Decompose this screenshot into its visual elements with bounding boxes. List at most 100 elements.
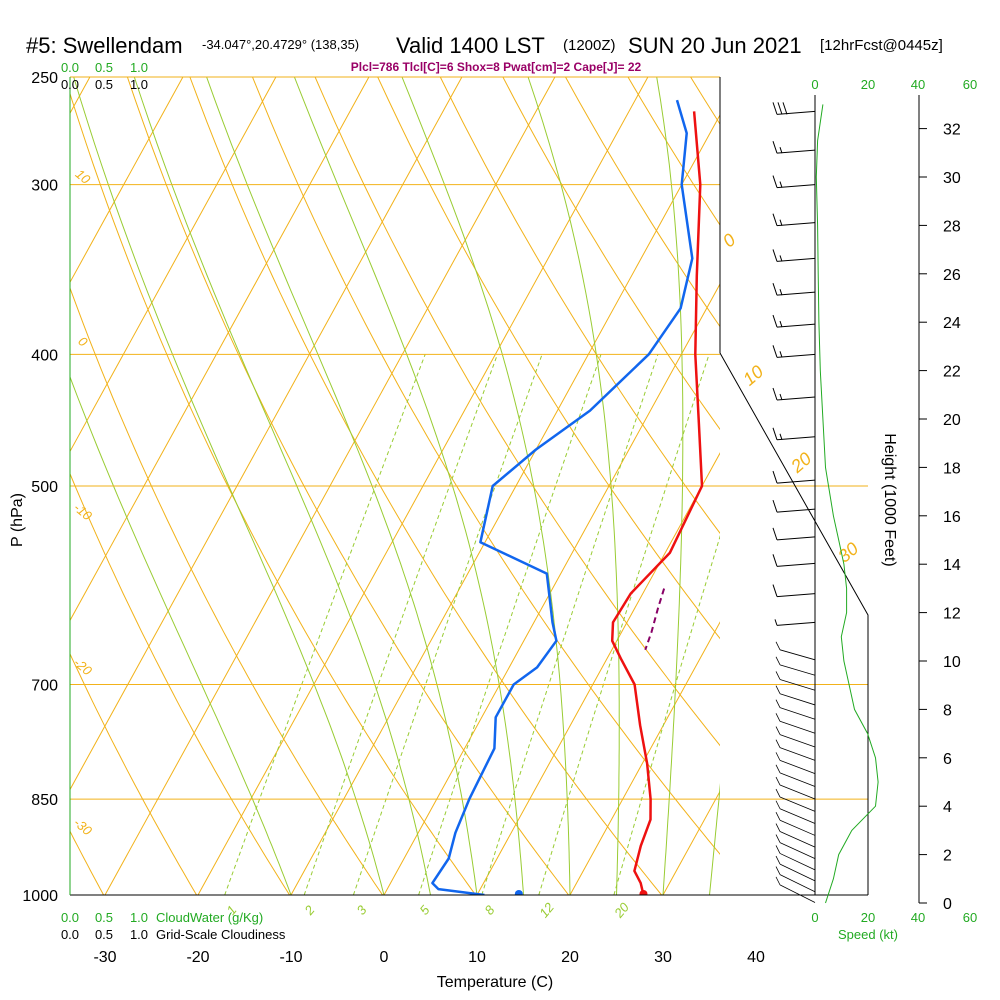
- barb-staff: [779, 874, 816, 893]
- cloudwater-title: CloudWater (g/Kg): [156, 910, 263, 925]
- moist-adiabat: [206, 77, 478, 895]
- wind-barb-low: [775, 800, 816, 824]
- barb-staff: [779, 772, 816, 787]
- height-tick-label: 22: [943, 364, 961, 381]
- barb-staff: [779, 784, 816, 800]
- moist-adiabat: [527, 77, 620, 895]
- barb-half: [779, 219, 783, 226]
- barb-staff: [779, 720, 816, 734]
- barb-flag: [775, 685, 781, 694]
- moist-adiabat: [293, 77, 524, 895]
- height-tick-label: 16: [943, 509, 961, 526]
- barb-flag: [775, 726, 781, 735]
- wind-barb-low: [775, 671, 816, 691]
- barb-flag: [775, 713, 781, 722]
- wind-barb: [772, 499, 816, 513]
- wind-barb-low: [775, 699, 816, 720]
- barb-staff: [779, 796, 816, 812]
- cloudiness-top-tick: 1.0: [130, 77, 148, 92]
- barb-flag: [775, 876, 781, 886]
- series-dewpoint: [431, 99, 694, 895]
- wind-barbs: [772, 102, 816, 903]
- station-location: -34.047°,20.4729° (138,35): [202, 37, 359, 52]
- speed-bottom-tick: 60: [963, 910, 977, 925]
- wind-barb-low: [775, 641, 816, 661]
- dry-adiabat: [439, 77, 720, 534]
- isotherm-line: [70, 77, 277, 453]
- dry-adiabat: [126, 77, 569, 895]
- wind-barb: [772, 527, 816, 541]
- mixing-ratio-line: [418, 354, 602, 895]
- barb-flag: [772, 427, 778, 440]
- dry-adiabat: [70, 652, 198, 895]
- barb-flag: [775, 812, 781, 821]
- cloudwater-bottom-tick: 1.0: [130, 910, 148, 925]
- barb-flag: [775, 845, 781, 854]
- barb-flag: [777, 102, 783, 115]
- height-tick-label: 12: [943, 606, 961, 623]
- sounding-curves: [431, 99, 704, 895]
- dry-adiabat: [70, 92, 477, 895]
- barb-staff: [779, 734, 816, 748]
- barb-staff: [776, 562, 816, 567]
- barb-flag: [772, 499, 778, 513]
- cloudwater-bottom-tick: 0.5: [95, 910, 113, 925]
- speed-top-tick: 60: [963, 77, 977, 92]
- cloudwater-top-tick: 0.5: [95, 60, 113, 75]
- moist-adiabat: [709, 783, 720, 895]
- height-tick-label: 0: [943, 896, 952, 913]
- wind-barb-low: [775, 845, 816, 871]
- barb-flag: [772, 527, 778, 541]
- wind-barb-low: [775, 866, 816, 893]
- wind-barb: [772, 141, 816, 154]
- temperature-tick-label: -30: [93, 949, 116, 966]
- barb-staff: [776, 353, 816, 358]
- barb-half: [779, 289, 783, 296]
- temperature-tick-label: 10: [468, 949, 486, 966]
- wind-barb-low: [775, 726, 816, 748]
- barb-staff: [776, 621, 816, 626]
- barb-staff: [776, 436, 816, 441]
- sounding-params: Plcl=786 Tlcl[C]=6 Shox=8 Pwat[cm]=2 Cap…: [351, 60, 642, 74]
- barb-staff: [776, 593, 816, 598]
- wind-barb-low: [775, 855, 816, 882]
- speed-bottom-tick: 0: [811, 910, 818, 925]
- temperature-tick-label: 30: [654, 949, 672, 966]
- dry-adiabat: [70, 472, 291, 895]
- moist-adiabat: [70, 375, 292, 895]
- wind-barb: [772, 387, 816, 401]
- barb-flag: [775, 823, 781, 832]
- pressure-tick-label: 1000: [22, 888, 58, 905]
- dry-adiabat: [314, 77, 720, 747]
- valid-time: Valid 1400 LST: [396, 33, 545, 58]
- wind-barb-low: [775, 713, 816, 734]
- barb-half: [779, 393, 783, 401]
- cloudiness-bottom-tick: 1.0: [130, 927, 148, 942]
- cloudiness-top-tick: 0.5: [95, 77, 113, 92]
- height-tick-label: 28: [943, 218, 961, 235]
- height-tick-label: 26: [943, 267, 961, 284]
- moist-adiabat: [656, 77, 684, 895]
- barb-flag: [772, 102, 778, 115]
- barb-staff: [779, 842, 816, 859]
- wind-barb: [772, 584, 816, 598]
- forecast-run: [12hrFcst@0445z]: [820, 37, 943, 54]
- barb-flag: [772, 213, 778, 226]
- barb-staff: [779, 863, 816, 882]
- wind-barb: [772, 314, 816, 328]
- height-tick-label: 8: [943, 702, 952, 719]
- temperature-tick-label: 0: [380, 949, 389, 966]
- forecast-date: SUN 20 Jun 2021: [628, 33, 802, 58]
- barb-staff: [779, 693, 816, 706]
- barb-half: [779, 351, 783, 358]
- x-axis-title: Temperature (C): [437, 974, 553, 991]
- moist-adiabat: [73, 77, 385, 895]
- wind-barb-low: [775, 752, 816, 774]
- cloudwater-bottom-tick: 0.0: [61, 910, 79, 925]
- moist-adiabat: [133, 77, 431, 895]
- cloudiness-bottom-tick: 0.5: [95, 927, 113, 942]
- barb-staff: [779, 884, 816, 903]
- barb-staff: [776, 291, 816, 296]
